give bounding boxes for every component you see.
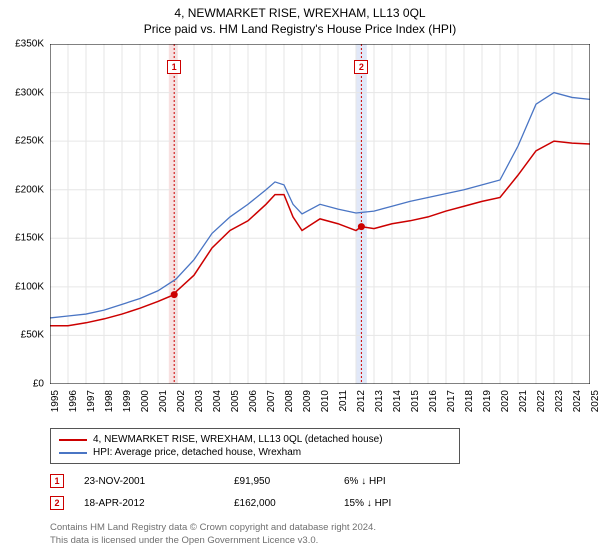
x-tick-label: 2023 — [554, 390, 565, 412]
x-tick-label: 2014 — [392, 390, 403, 412]
x-tick-label: 2021 — [518, 390, 529, 412]
chart-marker-2: 2 — [354, 60, 368, 74]
y-tick-label: £350K — [15, 39, 44, 50]
footer-line-2: This data is licensed under the Open Gov… — [50, 535, 376, 548]
title-block: 4, NEWMARKET RISE, WREXHAM, LL13 0QL Pri… — [0, 0, 600, 38]
sale-table: 1 23-NOV-2001 £91,950 6% ↓ HPI 2 18-APR-… — [50, 470, 590, 514]
legend: 4, NEWMARKET RISE, WREXHAM, LL13 0QL (de… — [50, 428, 460, 464]
x-tick-label: 1996 — [68, 390, 79, 412]
x-tick-label: 2024 — [572, 390, 583, 412]
x-tick-label: 2015 — [410, 390, 421, 412]
legend-row-property: 4, NEWMARKET RISE, WREXHAM, LL13 0QL (de… — [59, 433, 451, 446]
x-tick-label: 2009 — [302, 390, 313, 412]
sale-price-1: £91,950 — [234, 476, 324, 487]
x-tick-label: 2013 — [374, 390, 385, 412]
x-tick-label: 2006 — [248, 390, 259, 412]
legend-swatch-property — [59, 439, 87, 441]
plot-svg — [50, 44, 590, 384]
x-tick-label: 2007 — [266, 390, 277, 412]
sale-row-1: 1 23-NOV-2001 £91,950 6% ↓ HPI — [50, 470, 590, 492]
sale-diff-1: 6% ↓ HPI — [344, 476, 434, 487]
chart-marker-1: 1 — [167, 60, 181, 74]
x-tick-label: 1998 — [104, 390, 115, 412]
sale-row-2: 2 18-APR-2012 £162,000 15% ↓ HPI — [50, 492, 590, 514]
sale-marker-1: 1 — [50, 474, 64, 488]
y-tick-label: £200K — [15, 184, 44, 195]
chart-subtitle: Price paid vs. HM Land Registry's House … — [0, 22, 600, 36]
y-tick-label: £100K — [15, 281, 44, 292]
x-tick-label: 2004 — [212, 390, 223, 412]
legend-swatch-hpi — [59, 452, 87, 454]
x-tick-label: 1999 — [122, 390, 133, 412]
x-tick-label: 2000 — [140, 390, 151, 412]
sale-date-1: 23-NOV-2001 — [84, 476, 214, 487]
y-tick-label: £50K — [21, 330, 44, 341]
legend-row-hpi: HPI: Average price, detached house, Wrex… — [59, 446, 451, 459]
x-tick-label: 2018 — [464, 390, 475, 412]
sale-date-2: 18-APR-2012 — [84, 498, 214, 509]
x-tick-label: 2019 — [482, 390, 493, 412]
footer-line-1: Contains HM Land Registry data © Crown c… — [50, 522, 376, 535]
x-tick-label: 2022 — [536, 390, 547, 412]
x-tick-label: 2017 — [446, 390, 457, 412]
x-tick-label: 2001 — [158, 390, 169, 412]
sale-diff-2: 15% ↓ HPI — [344, 498, 434, 509]
plot-area: 12 — [50, 44, 590, 384]
y-axis: £0£50K£100K£150K£200K£250K£300K£350K — [0, 44, 48, 384]
y-tick-label: £300K — [15, 87, 44, 98]
footer: Contains HM Land Registry data © Crown c… — [50, 522, 376, 548]
sale-marker-2: 2 — [50, 496, 64, 510]
x-tick-label: 1995 — [50, 390, 61, 412]
x-tick-label: 2016 — [428, 390, 439, 412]
x-tick-label: 2011 — [338, 390, 349, 412]
legend-label-hpi: HPI: Average price, detached house, Wrex… — [93, 447, 301, 458]
x-tick-label: 2005 — [230, 390, 241, 412]
chart-title: 4, NEWMARKET RISE, WREXHAM, LL13 0QL — [0, 6, 600, 20]
legend-label-property: 4, NEWMARKET RISE, WREXHAM, LL13 0QL (de… — [93, 434, 383, 445]
x-tick-label: 2003 — [194, 390, 205, 412]
x-tick-label: 2020 — [500, 390, 511, 412]
y-tick-label: £0 — [33, 379, 44, 390]
x-tick-label: 2012 — [356, 390, 367, 412]
x-tick-label: 2010 — [320, 390, 331, 412]
x-axis: 1995 1996 1997 1998 1999 2000 2001 2002 2003 2004… — [50, 386, 590, 426]
x-tick-label: 2008 — [284, 390, 295, 412]
y-tick-label: £150K — [15, 233, 44, 244]
y-tick-label: £250K — [15, 136, 44, 147]
x-tick-label: 1997 — [86, 390, 97, 412]
sale-price-2: £162,000 — [234, 498, 324, 509]
chart-container: 4, NEWMARKET RISE, WREXHAM, LL13 0QL Pri… — [0, 0, 600, 560]
x-tick-label: 2002 — [176, 390, 187, 412]
x-tick-label: 2025 — [590, 390, 600, 412]
